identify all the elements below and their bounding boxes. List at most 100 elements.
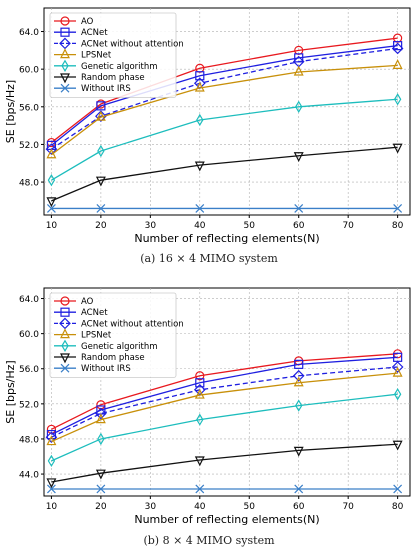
data-point	[45, 431, 58, 444]
legend-box	[49, 12, 177, 98]
data-point	[95, 176, 106, 187]
data-point	[95, 413, 106, 424]
data-point	[392, 440, 403, 451]
legend-entry: Genetic algorithm	[81, 342, 158, 352]
data-point	[194, 161, 205, 172]
series-line	[51, 98, 398, 181]
series-random-phase	[46, 143, 403, 208]
series-line	[51, 393, 398, 462]
data-point	[392, 59, 403, 69]
data-point	[47, 454, 56, 468]
data-point	[95, 407, 107, 420]
data-point	[46, 148, 57, 159]
x-tick-label: 30	[145, 221, 157, 231]
series-without-irs	[46, 203, 403, 213]
x-tick-label: 70	[342, 221, 354, 231]
data-point	[294, 203, 304, 213]
y-tick-label: 56.0	[19, 365, 39, 375]
legend-marker	[60, 16, 70, 26]
data-point	[392, 143, 403, 154]
legend-entry: LPSNet	[81, 51, 112, 61]
legend-marker	[61, 59, 69, 72]
data-point	[47, 174, 56, 187]
data-point	[46, 203, 56, 213]
data-point	[46, 484, 56, 494]
series-lpsnet	[46, 59, 403, 159]
series-without-irs	[46, 484, 403, 494]
x-tick-label: 50	[244, 221, 256, 231]
data-point	[195, 71, 205, 81]
caption-16x4: (a) 16 × 4 MIMO system	[140, 252, 278, 265]
y-tick-label: 48.0	[19, 179, 39, 189]
legend-entry: ACNet	[81, 28, 108, 38]
legend-entry: Random phase	[81, 73, 145, 83]
y-tick-label: 52.0	[19, 141, 39, 151]
data-point	[194, 456, 205, 467]
data-point	[393, 41, 403, 51]
data-point	[95, 110, 107, 123]
chart-16x4-mimo: 48.0 52.0 56.0 60.0 64.0 10 20 30 40 50 60 70 80 Numb…	[4, 7, 411, 245]
x-tick-label: 20	[95, 221, 107, 231]
series-random-phase	[46, 440, 403, 489]
y-axis-label: SE [bps/Hz]	[4, 360, 17, 423]
data-point	[295, 100, 303, 113]
data-point	[194, 81, 205, 92]
y-tick-label: 56.0	[19, 103, 39, 113]
series-acnet	[46, 41, 403, 150]
data-point	[195, 203, 205, 213]
y-tick-label: 64.0	[19, 28, 39, 38]
legend-box	[49, 292, 177, 378]
data-point	[293, 65, 304, 76]
data-point	[195, 371, 205, 381]
data-point	[295, 399, 303, 412]
series-line	[51, 44, 398, 146]
legend-marker	[60, 363, 70, 373]
x-tick-label: 60	[293, 502, 305, 512]
chart-8x4-mimo: 44.0 48.0 52.0 56.0 60.0 64.0 10 20 30 40 50 60 70 80…	[4, 287, 411, 526]
data-point	[392, 366, 403, 377]
data-point	[393, 203, 403, 213]
data-point	[46, 478, 57, 489]
x-axis-label: Number of reflecting elements(N)	[134, 513, 319, 526]
series-lpsnet	[46, 366, 403, 446]
data-point	[293, 152, 304, 163]
y-tick-label: 60.0	[19, 330, 39, 340]
x-tick-label: 60	[293, 221, 305, 231]
data-point	[294, 359, 304, 369]
x-tick-label: 20	[95, 502, 107, 512]
data-point	[195, 484, 205, 494]
data-point	[95, 110, 106, 121]
data-point	[97, 432, 105, 446]
y-tick-label: 60.0	[19, 66, 39, 76]
data-point	[293, 446, 304, 457]
data-point	[194, 388, 205, 399]
data-point	[196, 413, 204, 426]
data-point	[391, 42, 404, 55]
series-line	[51, 146, 398, 202]
series-line	[51, 353, 398, 430]
legend-marker	[60, 353, 70, 364]
legend-entry: LPSNet	[81, 331, 112, 341]
legend-marker	[60, 83, 70, 93]
data-point	[393, 484, 403, 494]
y-tick-label: 64.0	[19, 295, 39, 305]
caption-8x4: (b) 8 × 4 MIMO system	[143, 534, 275, 547]
series-line	[51, 443, 398, 483]
legend-entry: ACNet	[81, 308, 108, 318]
y-tick-label: 52.0	[19, 400, 39, 410]
series-genetic-algorithm	[47, 93, 402, 187]
y-tick-label: 44.0	[19, 471, 39, 481]
data-point	[96, 484, 106, 494]
data-point	[292, 369, 305, 382]
x-tick-label: 10	[46, 221, 58, 231]
legend-marker	[60, 307, 70, 317]
legend-marker	[60, 48, 70, 59]
legend-marker	[61, 339, 69, 352]
x-axis-label: Number of reflecting elements(N)	[134, 232, 319, 245]
data-point	[95, 469, 106, 480]
x-tick-label: 50	[244, 502, 256, 512]
data-point	[97, 144, 105, 158]
